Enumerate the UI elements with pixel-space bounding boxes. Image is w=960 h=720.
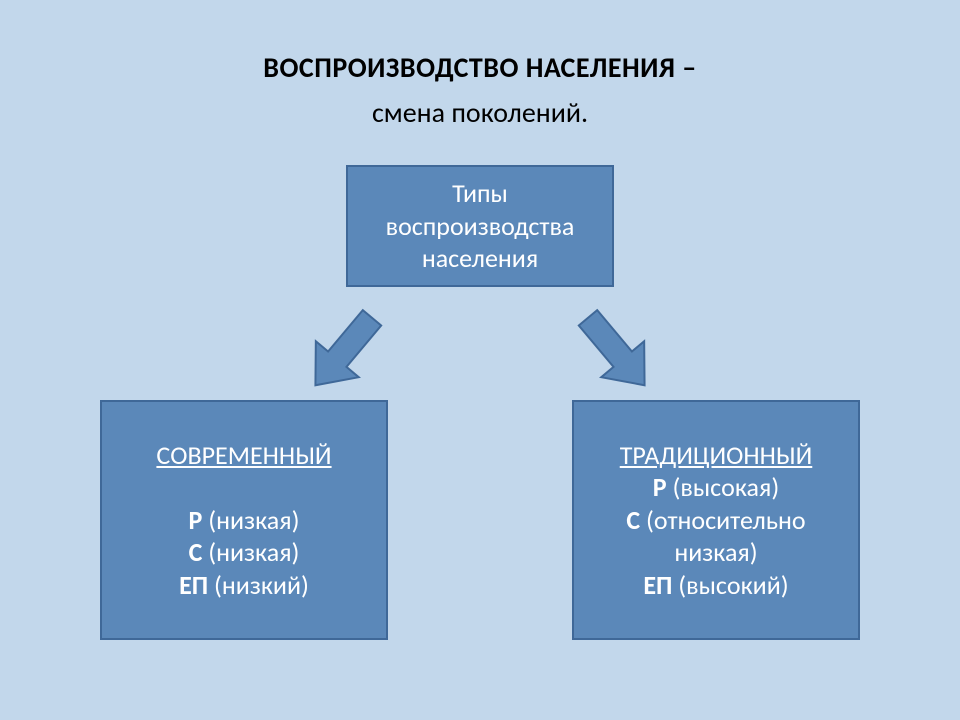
text: (относительно: [640, 504, 805, 536]
box-types-line3: населения: [422, 242, 538, 275]
box-traditional-line1: Р (высокая): [653, 471, 779, 504]
box-modern-heading: СОВРЕМЕННЫЙ: [156, 439, 331, 472]
text: (высокая): [667, 471, 780, 503]
label-r: Р: [653, 471, 667, 503]
label-r: Р: [189, 504, 203, 536]
box-traditional-heading: ТРАДИЦИОННЫЙ: [620, 439, 813, 472]
label-ep: ЕП: [179, 569, 208, 601]
box-modern-line1: Р (низкая): [189, 504, 300, 537]
title-area: ВОСПРОИЗВОДСТВО НАСЕЛЕНИЯ – смена поколе…: [0, 50, 960, 130]
box-types-line1: Типы: [452, 177, 508, 210]
arrow-left: [285, 295, 405, 405]
box-traditional-line2: С (относительно: [626, 504, 805, 537]
label-s: С: [189, 536, 203, 568]
text: (высокий): [672, 569, 788, 601]
label-s: С: [626, 504, 640, 536]
title-sub: смена поколений.: [0, 95, 960, 130]
spacer: [241, 471, 247, 504]
arrow-right: [555, 295, 675, 405]
box-modern: СОВРЕМЕННЫЙ Р (низкая) С (низкая) ЕП (ни…: [100, 400, 388, 640]
box-types-line2: воспроизводства: [386, 210, 575, 243]
arrow-right-shape: [567, 300, 666, 403]
box-modern-line2: С (низкая): [189, 536, 300, 569]
arrow-left-shape: [294, 300, 393, 403]
box-traditional-line3: низкая): [674, 536, 757, 569]
box-traditional-line4: ЕП (высокий): [643, 569, 788, 602]
box-modern-line3: ЕП (низкий): [179, 569, 309, 602]
text: (низкая): [202, 536, 299, 568]
text: (низкая): [202, 504, 299, 536]
label-ep: ЕП: [643, 569, 672, 601]
text: (низкий): [208, 569, 309, 601]
box-types: Типы воспроизводства населения: [346, 165, 614, 287]
title-main: ВОСПРОИЗВОДСТВО НАСЕЛЕНИЯ –: [0, 50, 960, 85]
box-traditional: ТРАДИЦИОННЫЙ Р (высокая) С (относительно…: [572, 400, 860, 640]
